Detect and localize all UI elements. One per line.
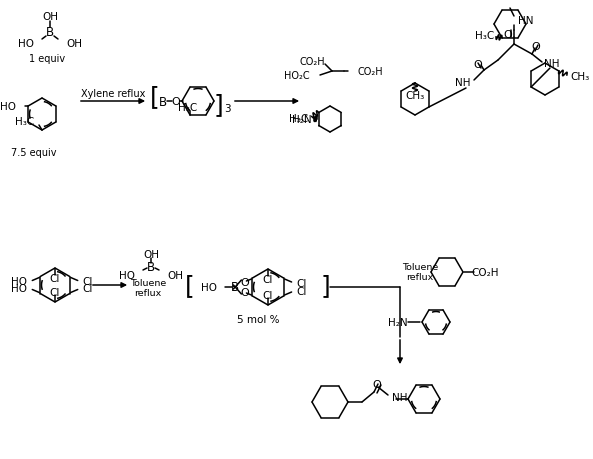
Text: CO₂H: CO₂H [358, 67, 384, 77]
Text: HO: HO [11, 277, 27, 287]
Text: NH: NH [544, 59, 560, 69]
Text: Cl: Cl [82, 284, 93, 294]
Text: CO₂H: CO₂H [299, 57, 325, 67]
Text: O: O [503, 30, 512, 40]
Text: CH₃: CH₃ [406, 91, 425, 101]
Text: CO₂H: CO₂H [471, 268, 499, 277]
Text: 5 mol %: 5 mol % [237, 314, 279, 325]
Text: reflux: reflux [135, 289, 162, 298]
Text: Toluene: Toluene [130, 279, 166, 288]
Text: O: O [171, 97, 180, 107]
Text: 3: 3 [224, 104, 231, 114]
Text: H₃C: H₃C [475, 31, 494, 41]
Text: Cl: Cl [263, 291, 273, 300]
Text: O: O [372, 379, 381, 389]
Text: CH₃: CH₃ [571, 72, 590, 82]
Text: HN: HN [518, 16, 534, 26]
Text: 1 equiv: 1 equiv [29, 54, 65, 64]
Text: H₃C: H₃C [289, 113, 309, 123]
Text: H₂N: H₂N [388, 317, 408, 327]
Text: B: B [159, 95, 167, 108]
Text: [: [ [150, 85, 160, 109]
Text: H₃C: H₃C [15, 117, 34, 127]
Text: reflux: reflux [406, 273, 433, 282]
Text: O: O [532, 42, 540, 52]
Text: ]: ] [213, 93, 223, 117]
Text: OH: OH [66, 39, 82, 49]
Text: B: B [147, 261, 155, 274]
Text: O: O [240, 277, 249, 287]
Text: Cl: Cl [50, 274, 60, 283]
Text: Xylene reflux: Xylene reflux [81, 89, 145, 99]
Text: OH: OH [42, 12, 58, 22]
Text: H₃C: H₃C [178, 103, 197, 112]
Text: NH: NH [454, 78, 470, 88]
Text: Toluene: Toluene [402, 263, 438, 272]
Text: Cl: Cl [263, 274, 273, 285]
Text: HO₂C: HO₂C [285, 71, 310, 81]
Text: B: B [231, 281, 240, 294]
Text: Cl: Cl [296, 286, 307, 297]
Text: HO: HO [11, 284, 27, 294]
Text: NH: NH [392, 392, 407, 402]
Text: B: B [46, 27, 54, 39]
Text: Cl: Cl [82, 277, 93, 287]
Text: [: [ [185, 274, 195, 297]
Text: 7.5 equiv: 7.5 equiv [11, 148, 57, 157]
Text: HO: HO [0, 102, 16, 112]
Text: HO: HO [18, 39, 34, 49]
Text: Cl: Cl [50, 287, 60, 297]
Text: OH: OH [143, 249, 159, 259]
Text: HO: HO [202, 282, 218, 292]
Text: OH: OH [167, 270, 183, 280]
Text: O: O [240, 287, 249, 297]
Text: Cl: Cl [296, 279, 307, 288]
Text: H₂N: H₂N [292, 115, 312, 125]
Text: HO: HO [119, 270, 135, 280]
Text: O: O [474, 60, 482, 70]
Text: ]: ] [320, 274, 330, 297]
